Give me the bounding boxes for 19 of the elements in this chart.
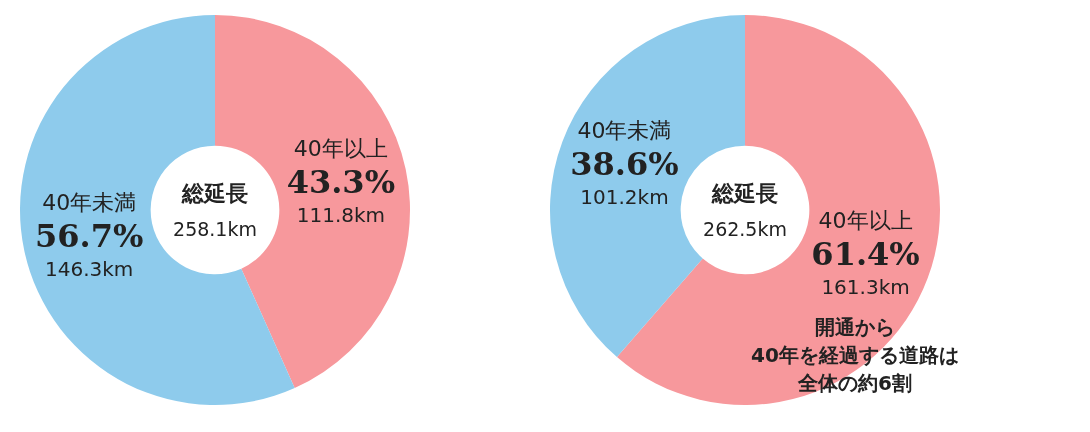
text: 総延長	[181, 181, 248, 206]
data-label: 61.4%	[811, 235, 920, 274]
data-label: 38.6%	[570, 144, 679, 183]
text: 開通から	[815, 315, 895, 339]
slice-label: 40年以上	[293, 136, 388, 162]
slice-label: 40年未満	[577, 117, 672, 143]
text: 総延長	[711, 181, 778, 206]
text: 111.8km	[296, 203, 386, 228]
data-label: 43.3%	[286, 163, 396, 202]
slice-label: 40年以上	[818, 208, 913, 234]
text: 40年を経過する道路は	[751, 343, 959, 367]
text: 全体の約6割	[797, 371, 912, 395]
data-label: 56.7%	[34, 216, 144, 255]
slice-label: 40年未満	[42, 189, 137, 215]
text: 161.3km	[821, 275, 910, 300]
text: 101.2km	[580, 184, 669, 209]
text: 146.3km	[44, 256, 134, 281]
text: 258.1km	[173, 218, 257, 240]
text: 262.5km	[703, 218, 787, 240]
